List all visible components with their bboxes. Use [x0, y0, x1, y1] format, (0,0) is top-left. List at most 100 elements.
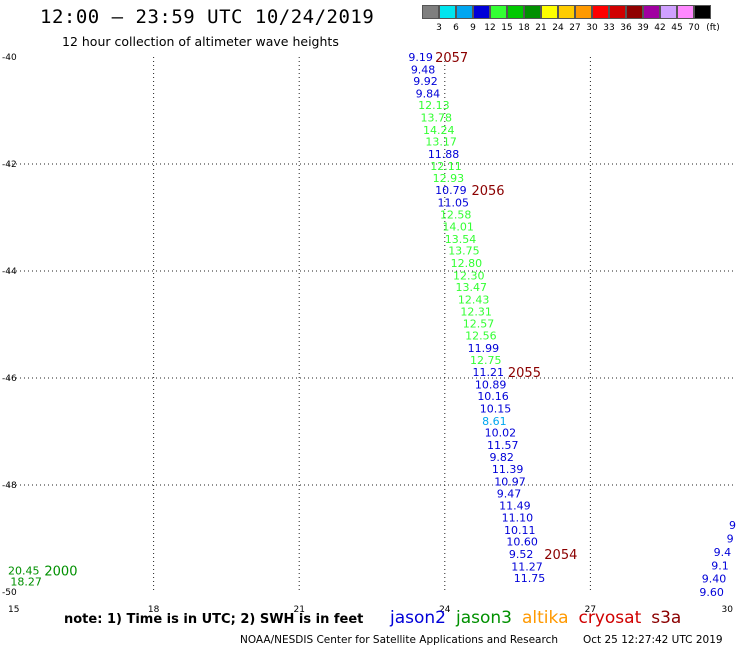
wave-height-value: 11.88: [428, 148, 460, 161]
colorbar-swatch: [643, 5, 660, 19]
wave-height-value: 13.47: [455, 281, 487, 294]
wave-height-value: 14.01: [442, 221, 474, 234]
wave-height-value: 11.57: [487, 439, 519, 452]
satellite-legend-jason2: jason2: [390, 608, 446, 628]
colorbar-label: 39: [637, 23, 649, 33]
colorbar-swatch: [558, 5, 575, 19]
time-labels: 2057 2056 2055 2054 2000: [44, 51, 577, 580]
wave-height-value: 20.45: [8, 565, 40, 578]
wave-height-value: 10.11: [504, 524, 536, 537]
wave-height-value: 10.89: [475, 378, 507, 391]
lat-tick-label: -42: [2, 160, 17, 170]
pass-time-label: 2054: [544, 548, 577, 563]
satellite-legend-cryosat: cryosat: [578, 608, 642, 628]
colorbar-swatch: [490, 5, 507, 19]
colorbar-swatch: [541, 5, 558, 19]
colorbar-label: 6: [453, 23, 459, 33]
wave-height-value: 11.39: [492, 463, 524, 476]
lon-tick-label: 24: [439, 605, 451, 615]
lat-tick-label: -50: [2, 588, 17, 598]
colorbar-swatch: [694, 5, 711, 19]
colorbar-swatch: [575, 5, 592, 19]
lon-tick-label: 27: [585, 605, 596, 615]
wave-height-value: 9.4: [714, 546, 732, 559]
wave-height-value: 12.30: [453, 269, 485, 282]
wave-height-value: 13.17: [425, 136, 457, 149]
wave-height-value: 9.92: [413, 75, 438, 88]
map-grid: [8, 57, 736, 592]
colorbar-swatch: [626, 5, 643, 19]
lat-tick-label: -44: [2, 267, 17, 277]
colorbar-label: 36: [620, 23, 632, 33]
colorbar-swatch: [422, 5, 439, 19]
colorbar-swatch: [592, 5, 609, 19]
wave-height-value: 11.75: [514, 572, 546, 585]
wave-height-value: 8.61: [482, 415, 507, 428]
lat-tick-label: -40: [2, 53, 17, 63]
wave-height-value: 12.75: [470, 354, 502, 367]
wave-height-value: 12.57: [463, 317, 495, 330]
lat-tick-label: -48: [2, 481, 17, 491]
wave-height-value: 13.78: [421, 111, 453, 124]
wave-height-value: 12.11: [430, 160, 462, 173]
lon-tick-label: 30: [722, 605, 734, 615]
wave-height-value: 9.60: [699, 586, 724, 599]
pass-time-label: 2056: [471, 184, 504, 199]
wave-height-value: 9.48: [411, 63, 436, 76]
wave-height-value: 12.13: [418, 99, 450, 112]
wave-height-value: 14.24: [423, 124, 455, 137]
colorbar-label: 3: [436, 23, 442, 33]
colorbar-unit: (ft): [706, 23, 720, 33]
page-subtitle: 12 hour collection of altimeter wave hei…: [62, 34, 339, 49]
wave-height-value: 11.49: [499, 499, 531, 512]
colorbar-swatch: [473, 5, 490, 19]
wave-height-value: 10.15: [480, 402, 512, 415]
colorbar-swatch: [507, 5, 524, 19]
colorbar-label: 9: [470, 23, 476, 33]
wave-height-value: 9.1: [711, 559, 729, 572]
colorbar-label: 70: [688, 23, 700, 33]
colorbar-label: 27: [569, 23, 581, 33]
wave-height-value: 11.99: [468, 342, 500, 355]
wave-height-value: 10.16: [477, 390, 509, 403]
footer-note: note: 1) Time is in UTC; 2) SWH is in fe…: [64, 612, 364, 627]
wave-height-value: 11.05: [438, 197, 470, 210]
colorbar-swatch: [609, 5, 626, 19]
wave-height-value: 11.21: [472, 366, 504, 379]
lon-tick-label: 21: [293, 605, 304, 615]
wave-height-value: 12.43: [458, 293, 490, 306]
pass-time-label: 2057: [435, 51, 468, 66]
wave-height-value: 9: [727, 533, 734, 546]
wave-height-value: 10.97: [494, 475, 525, 488]
wave-height-value: 12.58: [440, 208, 472, 221]
wave-height-value: 9.19: [408, 51, 433, 64]
satellite-legend-altika: altika: [522, 608, 569, 628]
colorbar-label: 30: [586, 23, 598, 33]
wave-height-value: 12.56: [465, 330, 497, 343]
wave-height-value: 9.47: [497, 488, 522, 501]
wave-height-value: 18.27: [10, 575, 42, 588]
colorbar-label: 18: [518, 23, 530, 33]
axis-ticks: 15 18 21 24 27 30 -40 -42 -44 -46 -48 -50: [2, 53, 733, 615]
colorbar-label: 15: [501, 23, 513, 33]
satellite-legend-s3a: s3a: [651, 608, 682, 628]
wave-height-value: 11.10: [502, 512, 533, 525]
footer-credit: NOAA/NESDIS Center for Satellite Applica…: [240, 634, 558, 646]
wave-height-value: 13.75: [448, 245, 480, 258]
lat-tick-label: -46: [2, 374, 17, 384]
lon-tick-label: 15: [8, 605, 19, 615]
wave-height-value: 10.02: [485, 427, 516, 440]
lon-tick-label: 18: [148, 605, 160, 615]
colorbar-swatch: [677, 5, 694, 19]
wave-height-value: 9.82: [489, 451, 514, 464]
satellite-legend: jason2 jason3 altika cryosat s3a: [390, 608, 691, 628]
footer-timestamp: Oct 25 12:27:42 UTC 2019: [583, 634, 723, 646]
colorbar-label: 24: [552, 23, 564, 33]
colorbar-swatch: [456, 5, 473, 19]
colorbar-swatch: [439, 5, 456, 19]
colorbar-label: 45: [671, 23, 683, 33]
wave-height-value: 9: [729, 519, 736, 532]
page-title: 12:00 – 23:59 UTC 10/24/2019: [40, 6, 375, 28]
colorbar-swatch: [524, 5, 541, 19]
wave-height-value: 9.52: [509, 548, 534, 561]
